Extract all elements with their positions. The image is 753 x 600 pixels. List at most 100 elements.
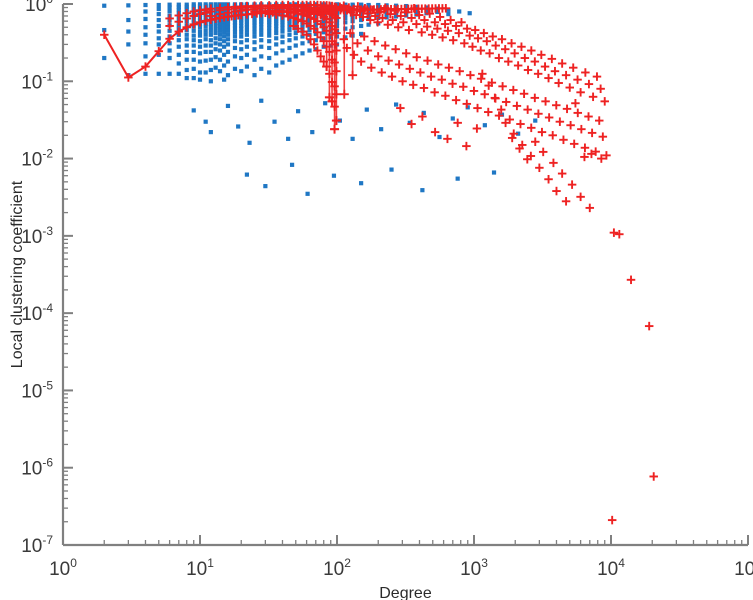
blue-data-point	[280, 34, 285, 39]
blue-data-point	[393, 14, 399, 19]
blue-data-point	[424, 5, 429, 10]
x-tick-label: 103	[460, 556, 488, 580]
blue-data-point	[359, 17, 364, 23]
blue-data-point	[232, 39, 238, 44]
blue-data-point	[208, 21, 213, 27]
blue-data-point	[197, 25, 203, 30]
blue-data-point	[197, 44, 203, 49]
blue-data-point	[143, 25, 148, 30]
blue-data-point	[197, 29, 203, 34]
blue-data-point	[343, 15, 348, 21]
y-tick-exponent: -5	[42, 378, 53, 392]
blue-data-point	[239, 34, 244, 39]
blue-data-point	[389, 167, 394, 172]
blue-data-point	[191, 4, 196, 9]
blue-data-point	[197, 33, 203, 38]
blue-data-point	[217, 37, 223, 42]
blue-data-point	[267, 25, 272, 31]
blue-data-point	[457, 9, 462, 14]
blue-data-point	[274, 21, 279, 26]
blue-data-point	[376, 12, 381, 17]
y-tick-mantissa: 10	[21, 536, 42, 557]
blue-data-point	[184, 32, 189, 37]
blue-data-point	[225, 49, 231, 55]
blue-data-point	[232, 34, 238, 39]
blue-data-point	[328, 18, 333, 23]
blue-data-point	[286, 136, 291, 141]
blue-data-point	[252, 34, 257, 39]
blue-data-point	[239, 18, 244, 23]
blue-data-point	[310, 130, 315, 135]
blue-data-point	[533, 118, 538, 123]
blue-data-point	[184, 57, 189, 62]
blue-data-point	[420, 188, 425, 193]
blue-data-point	[274, 51, 279, 56]
blue-data-point	[516, 131, 521, 136]
blue-data-point	[259, 54, 264, 59]
blue-data-point	[267, 39, 272, 44]
y-tick-exponent: -3	[42, 224, 53, 238]
blue-data-point	[244, 32, 250, 37]
blue-data-point	[156, 29, 161, 34]
blue-data-point	[300, 51, 305, 56]
x-tick-mantissa: 10	[186, 559, 207, 580]
blue-data-point	[176, 5, 181, 10]
blue-data-point	[343, 12, 348, 17]
blue-data-point	[244, 52, 250, 57]
blue-data-point	[287, 27, 292, 33]
blue-data-point	[203, 43, 208, 48]
blue-data-point	[232, 30, 238, 35]
blue-data-point	[239, 23, 244, 29]
blue-data-point	[167, 5, 172, 10]
blue-data-point	[313, 17, 318, 23]
blue-data-point	[156, 42, 161, 47]
blue-data-point	[176, 44, 181, 49]
blue-data-point	[252, 73, 257, 78]
blue-data-point	[328, 25, 333, 30]
blue-data-point	[287, 45, 292, 51]
blue-data-point	[287, 21, 292, 26]
blue-data-point	[232, 23, 238, 28]
y-tick-label: 100	[25, 0, 53, 16]
blue-data-point	[274, 23, 279, 29]
red-line-spikes	[322, 5, 358, 134]
red-scatter-series	[165, 0, 658, 525]
blue-data-point	[280, 40, 285, 45]
blue-data-point	[167, 71, 172, 76]
plot-area: 10010110210310410510010-110-210-310-410-…	[9, 0, 753, 600]
blue-data-point	[376, 15, 381, 21]
blue-data-point	[274, 63, 279, 68]
blue-data-point	[225, 37, 231, 42]
y-tick-label: 10-4	[21, 301, 53, 325]
blue-data-point	[300, 34, 305, 39]
y-tick-label: 10-1	[21, 69, 53, 93]
blue-data-point	[252, 47, 257, 52]
blue-data-point	[225, 59, 231, 64]
blue-data-point	[366, 22, 371, 27]
blue-data-point	[239, 47, 244, 52]
blue-data-point	[203, 58, 208, 63]
blue-data-point	[384, 8, 389, 14]
blue-data-point	[167, 28, 172, 33]
blue-data-point	[167, 55, 172, 61]
blue-data-point	[359, 13, 364, 19]
blue-data-point	[274, 19, 279, 24]
y-tick-exponent: 0	[46, 0, 53, 6]
blue-data-point	[244, 64, 250, 69]
blue-data-point	[239, 26, 244, 31]
blue-data-point	[343, 20, 348, 25]
blue-data-point	[359, 23, 364, 29]
blue-data-point	[203, 119, 208, 124]
y-tick-exponent: -1	[42, 69, 53, 83]
blue-data-point	[222, 39, 227, 44]
y-tick-mantissa: 10	[21, 381, 42, 402]
blue-data-point	[350, 136, 355, 141]
blue-data-point	[313, 47, 318, 52]
blue-data-point	[274, 36, 279, 41]
blue-data-point	[244, 17, 250, 22]
blue-data-point	[280, 25, 285, 31]
blue-data-point	[313, 31, 318, 37]
blue-data-point	[259, 32, 264, 37]
blue-data-point	[191, 33, 196, 38]
blue-data-point	[287, 32, 292, 37]
